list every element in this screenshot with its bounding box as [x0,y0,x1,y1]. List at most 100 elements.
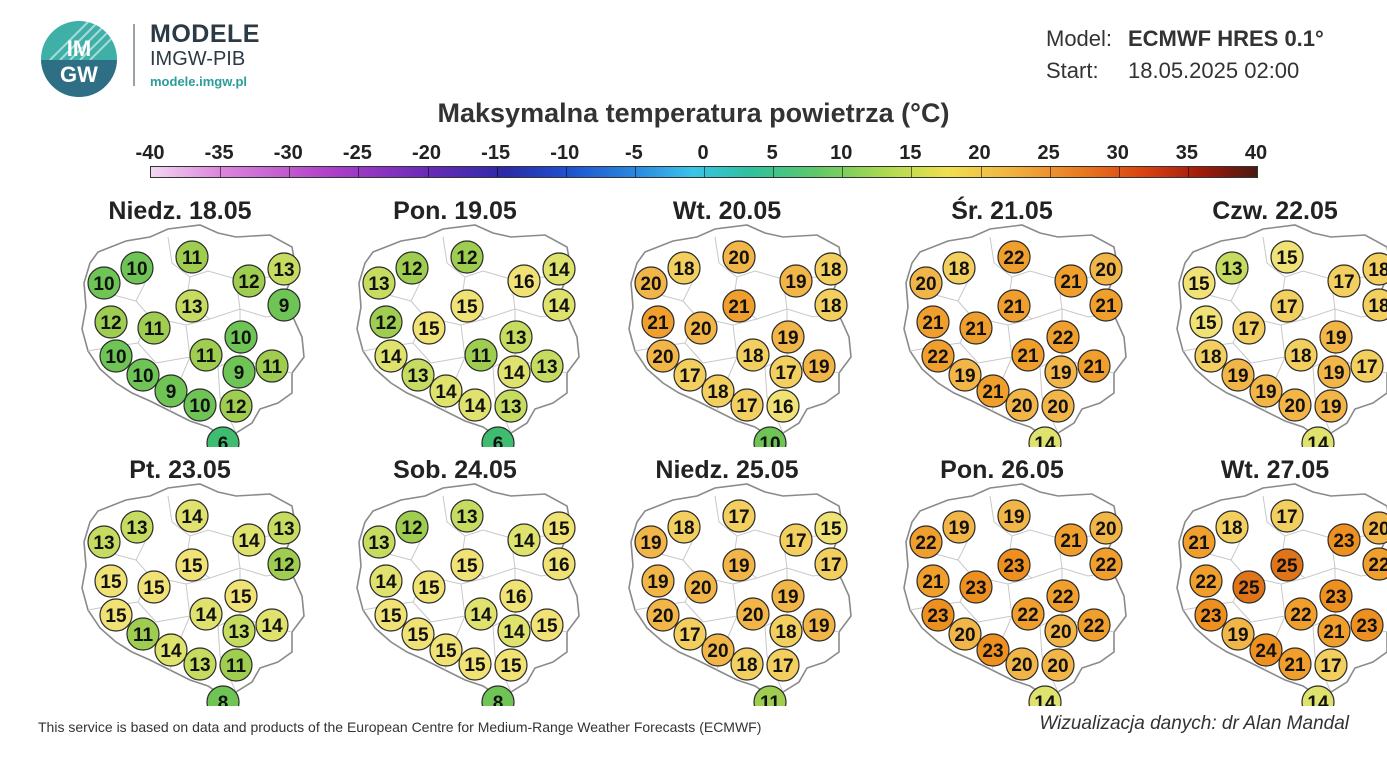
temperature-value: 15 [1195,313,1217,334]
temperature-value: 15 [105,606,127,627]
temperature-marker [921,598,955,632]
scale-tick-label: -40 [135,142,165,164]
temperature-marker [1089,511,1123,545]
forecast-panel: Pon. 26.05 19 19 21 20 22 23 22 21 23 22 23 22 20 22 20… [862,456,1142,706]
temperature-marker [1028,426,1062,447]
temperature-marker [94,305,128,339]
temperature-marker [1089,288,1123,322]
scale-tick-mark [565,167,567,177]
temperature-marker [701,633,735,667]
temperature-value: 18 [742,346,763,367]
temperature-value: 13 [1221,259,1242,280]
temperature-marker [916,305,950,339]
temperature-value: 11 [471,346,492,367]
region-border [702,615,738,623]
temperature-value: 21 [728,297,750,318]
temperature-value: 11 [226,656,247,677]
temperature-value: 11 [133,625,154,646]
temperature-marker [1005,647,1039,681]
brand-divider [133,24,135,86]
temperature-marker [701,374,735,408]
temperature-value: 20 [640,274,661,295]
temperature-marker [684,311,718,345]
temperature-value: 17 [679,625,700,646]
temperature-marker [412,311,446,345]
temperature-value: 10 [105,347,126,368]
temperature-marker [1046,320,1080,354]
poland-map: 10 11 12 13 10 13 9 12 11 10 10 11 9 11 10 9 10 12 6 [81,224,305,447]
temperature-value: 19 [1320,397,1341,418]
map-title: Maksymalna temperatura powietrza (°C) [437,98,950,128]
temperature-marker [730,388,764,422]
temperature-value: 22 [1095,555,1116,576]
temperature-marker [530,608,564,642]
forecast-panel: Śr. 21.05 18 22 21 20 20 21 21 21 21 22 22 21 19 21 19 2… [862,197,1142,447]
brand-url[interactable]: modele.imgw.pl [150,74,248,89]
temperature-value: 19 [1325,328,1346,349]
temperature-marker [232,523,266,557]
scale-tick-label: 25 [1037,142,1060,164]
temperature-value: 14 [464,396,486,417]
temperature-value: 13 [368,274,389,295]
temperature-value: 21 [1060,531,1082,552]
temperature-value: 15 [820,519,842,540]
temperature-marker [948,358,982,392]
temperature-marker [646,598,680,632]
temperature-marker [494,648,528,682]
temperature-value: 22 [1290,605,1311,626]
temperature-value: 15 [230,587,252,608]
temperature-marker [87,266,121,300]
temperature-value: 17 [1320,656,1341,677]
temperature-marker [1317,614,1351,648]
temperature-value: 20 [1368,519,1387,540]
temperature-value: 19 [1227,625,1248,646]
temperature-value: 13 [536,357,557,378]
scale-tick-mark [842,167,844,177]
temperature-marker [769,614,803,648]
temperature-value: 18 [948,259,969,280]
temperature-marker [206,426,240,447]
panel-date-title: Niedz. 18.05 [108,197,252,225]
temperature-value: 13 [273,519,294,540]
temperature-value: 21 [1017,346,1039,367]
temperature-value: 18 [1221,518,1242,539]
temperature-marker [730,647,764,681]
temperature-marker [802,608,836,642]
temperature-value: 14 [1307,434,1329,447]
brand-name: MODELE [150,20,260,48]
temperature-value: 12 [375,313,396,334]
temperature-value: 14 [238,531,260,552]
temperature-value: 23 [1356,616,1377,637]
temperature-value: 20 [1284,396,1305,417]
temperature-marker [369,564,403,598]
temperature-value: 10 [189,396,210,417]
temperature-value: 17 [1333,272,1354,293]
temperature-value: 9 [279,296,290,317]
temperature-marker [458,388,492,422]
temperature-marker [667,251,701,285]
temperature-marker [267,511,301,545]
temperature-value: 18 [820,260,841,281]
temperature-value: 20 [652,347,673,368]
temperature-value: 23 [982,641,1003,662]
scale-tick-mark [980,167,982,177]
temperature-marker [450,499,484,533]
scale-tick-mark [1187,167,1189,177]
start-value: 18.05.2025 02:00 [1128,58,1300,83]
temperature-value: 23 [1325,587,1346,608]
temperature-marker [1189,305,1223,339]
temperature-marker [942,510,976,544]
forecast-panel: Niedz. 18.05 10 11 12 13 10 13 9 12 11 10 10 11 9 11 10… [40,197,320,447]
temperature-value: 13 [368,533,389,554]
temperature-value: 12 [401,259,422,280]
temperature-marker [1041,648,1075,682]
temperature-marker [1182,266,1216,300]
temperature-value: 13 [273,260,294,281]
temperature-marker [189,338,223,372]
temperature-value: 12 [238,272,259,293]
temperature-value: 11 [182,248,203,269]
temperature-value: 8 [493,693,504,706]
temperature-marker [722,289,756,323]
temperature-marker [909,266,943,300]
temperature-marker [1270,240,1304,274]
